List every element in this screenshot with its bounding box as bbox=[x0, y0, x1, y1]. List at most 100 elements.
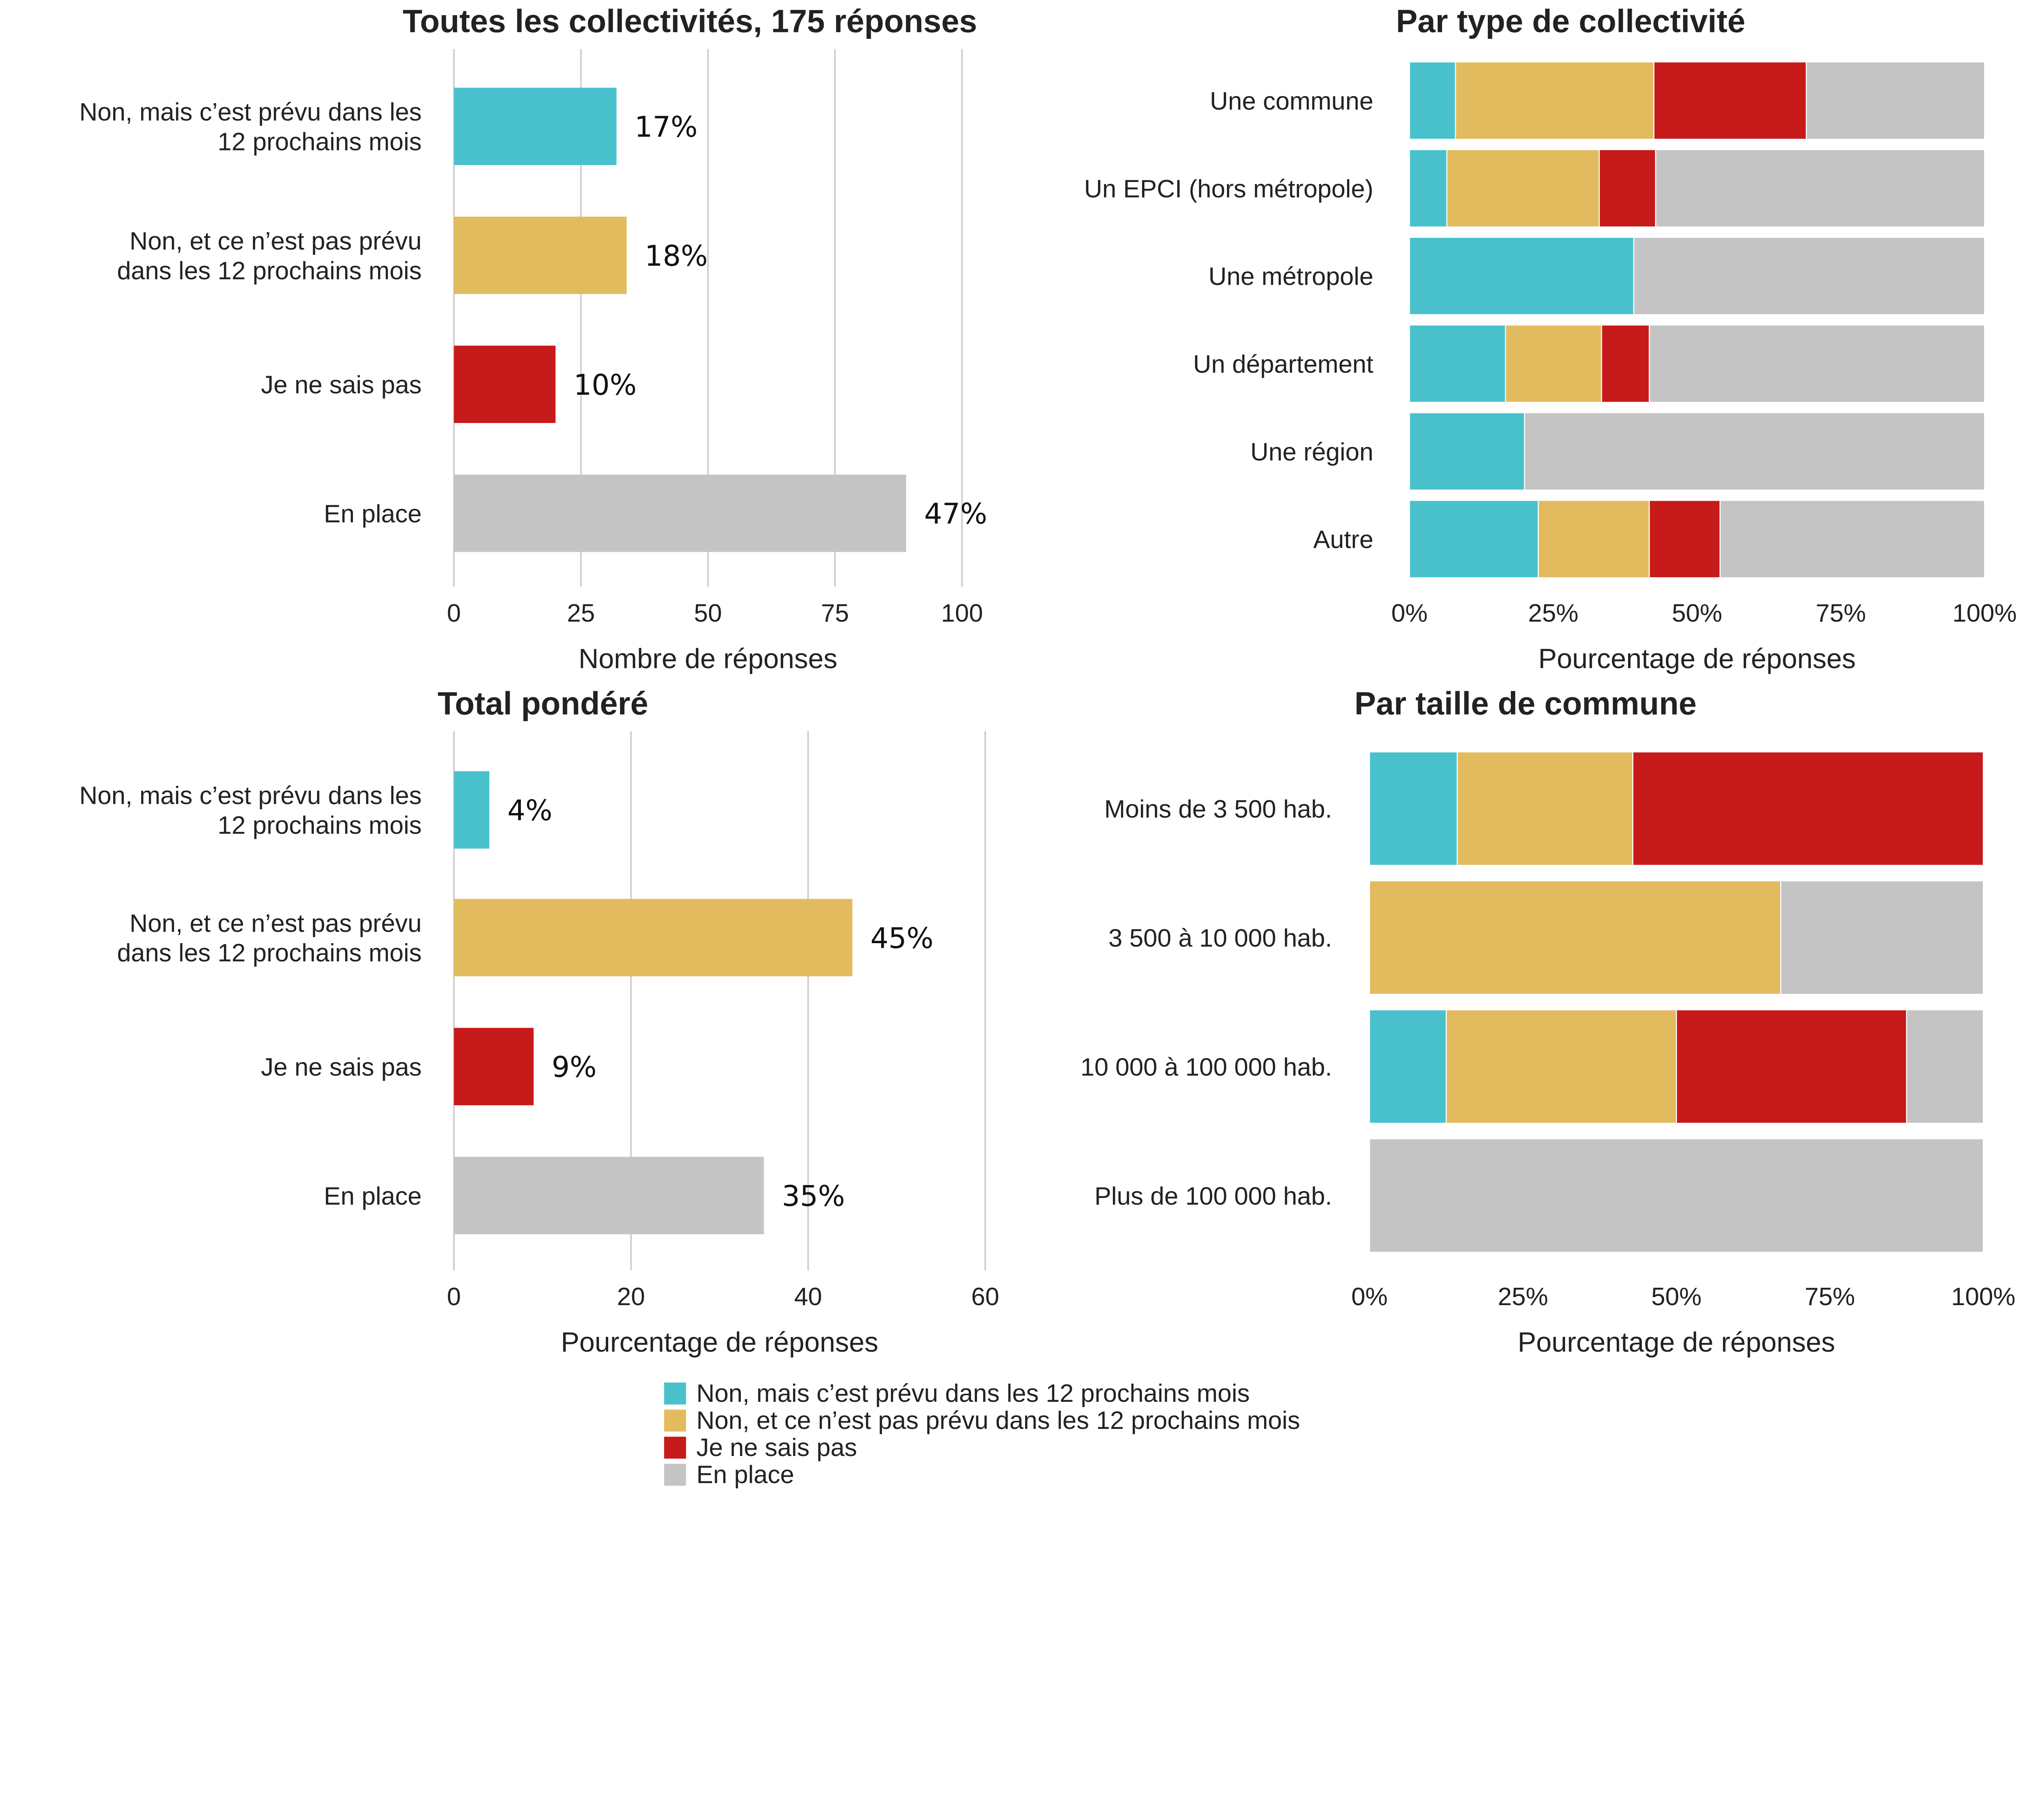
panel-1: Toutes les collectivités, 175 réponses 0 2… bbox=[79, 3, 987, 674]
x-tick-label: 100% bbox=[1951, 1283, 2016, 1311]
bar bbox=[454, 771, 490, 849]
bar-segment bbox=[1720, 499, 1985, 578]
panel-2: Par type de collectivité 0% 25% 50% 75% 100% P… bbox=[1084, 3, 2017, 674]
x-tick-label: 75% bbox=[1805, 1283, 1855, 1311]
x-tick-label: 0 bbox=[447, 1283, 461, 1311]
category-label: Un EPCI (hors métropole) bbox=[1084, 175, 1373, 203]
bar-segment bbox=[1457, 751, 1633, 866]
category-label: Moins de 3 500 hab. bbox=[1104, 796, 1332, 823]
chart-title: Par taille de commune bbox=[1354, 686, 1696, 722]
category-label-line: Moins de 3 500 hab. bbox=[1104, 796, 1332, 823]
legend-swatch bbox=[664, 1464, 686, 1486]
chart-title: Toutes les collectivités, 175 réponses bbox=[403, 3, 977, 39]
bar bbox=[454, 87, 617, 165]
bar-segment bbox=[1649, 324, 1985, 403]
category-label-line: Une métropole bbox=[1208, 263, 1373, 291]
x-tick-label: 75% bbox=[1816, 599, 1866, 627]
bar-segment bbox=[1446, 149, 1600, 228]
x-tick-label: 50% bbox=[1651, 1283, 1701, 1311]
category-label: 3 500 à 10 000 hab. bbox=[1108, 925, 1332, 952]
bar-segment bbox=[1369, 751, 1458, 866]
x-tick-label: 0 bbox=[447, 599, 461, 627]
bar bbox=[454, 1157, 764, 1234]
figure: Toutes les collectivités, 175 réponses 0 2… bbox=[79, 3, 2017, 1489]
category-label-line: Non, mais c’est prévu dans les bbox=[79, 782, 422, 810]
category-label-line: En place bbox=[324, 1182, 422, 1210]
x-tick-label: 0% bbox=[1391, 599, 1428, 627]
bar-segment bbox=[1455, 61, 1655, 140]
bar-segment bbox=[1409, 324, 1506, 403]
data-label: 9% bbox=[552, 1051, 596, 1084]
category-label: Une commune bbox=[1210, 87, 1373, 115]
bar-segment bbox=[1599, 149, 1656, 228]
data-label: 18% bbox=[645, 239, 708, 273]
category-label: Non, et ce n’est pas prévu dans les 12 pr… bbox=[117, 227, 421, 285]
category-label-line: dans les 12 prochains mois bbox=[117, 257, 421, 285]
bar-segment bbox=[1780, 880, 1984, 995]
panel-3: Total pondéré 0 20 40 60 Pourcentage de répon… bbox=[79, 686, 999, 1358]
data-label: 4% bbox=[508, 794, 552, 827]
legend-swatch bbox=[664, 1382, 686, 1405]
category-label: Non, et ce n’est pas prévu dans les 12 pr… bbox=[117, 910, 421, 967]
data-label: 47% bbox=[924, 497, 987, 531]
category-label-line: 10 000 à 100 000 hab. bbox=[1081, 1053, 1332, 1081]
category-label-line: Une région bbox=[1250, 438, 1373, 466]
bar-segment bbox=[1632, 751, 1984, 866]
bar-segment bbox=[1601, 324, 1650, 403]
x-tick-label: 50% bbox=[1672, 599, 1722, 627]
data-label: 17% bbox=[635, 110, 698, 144]
chart-figure: Toutes les collectivités, 175 réponses 0 2… bbox=[79, 3, 2017, 1489]
category-label: Non, mais c’est prévu dans les 12 prochai… bbox=[79, 782, 422, 839]
category-label: Plus de 100 000 hab. bbox=[1094, 1182, 1332, 1210]
bar-segment bbox=[1369, 880, 1781, 995]
category-label: 10 000 à 100 000 hab. bbox=[1081, 1053, 1332, 1081]
category-label-line: En place bbox=[324, 500, 422, 528]
legend-swatch bbox=[664, 1409, 686, 1432]
x-tick-label: 60 bbox=[971, 1283, 999, 1311]
x-tick-label: 75 bbox=[821, 599, 849, 627]
x-tick-label: 40 bbox=[794, 1283, 822, 1311]
x-axis-label: Pourcentage de réponses bbox=[1518, 1327, 1835, 1358]
legend: Non, mais c’est prévu dans les 12 procha… bbox=[664, 1380, 1300, 1489]
chart-title: Total pondéré bbox=[438, 686, 648, 722]
bar-segment bbox=[1906, 1009, 1984, 1124]
bar-segment bbox=[1445, 1009, 1677, 1124]
x-axis-label: Nombre de réponses bbox=[579, 643, 838, 674]
category-label: Je ne sais pas bbox=[261, 371, 421, 399]
category-label: En place bbox=[324, 1182, 422, 1210]
category-label: Un département bbox=[1193, 351, 1373, 379]
category-label: Une métropole bbox=[1208, 263, 1373, 291]
legend-label: Non, et ce n’est pas prévu dans les 12 p… bbox=[696, 1407, 1300, 1435]
category-label-line: Autre bbox=[1313, 526, 1373, 554]
data-label: 45% bbox=[870, 922, 933, 955]
bar bbox=[454, 345, 556, 423]
bar-segment bbox=[1505, 324, 1602, 403]
category-label-line: dans les 12 prochains mois bbox=[117, 939, 421, 967]
category-label-line: Non, et ce n’est pas prévu bbox=[129, 910, 421, 938]
x-tick-label: 100% bbox=[1952, 599, 2017, 627]
category-label-line: 12 prochains mois bbox=[218, 128, 422, 156]
bar-segment bbox=[1655, 149, 1985, 228]
bar-segment bbox=[1369, 1138, 1984, 1253]
legend-label: En place bbox=[696, 1461, 794, 1489]
bar-segment bbox=[1538, 499, 1650, 578]
x-tick-label: 0% bbox=[1352, 1283, 1388, 1311]
bar bbox=[454, 474, 906, 552]
x-axis-label: Pourcentage de réponses bbox=[1538, 643, 1856, 674]
x-tick-label: 25% bbox=[1528, 599, 1578, 627]
bar-segment bbox=[1409, 412, 1525, 491]
x-tick-label: 20 bbox=[617, 1283, 645, 1311]
legend-label: Non, mais c’est prévu dans les 12 procha… bbox=[696, 1380, 1250, 1407]
data-label: 35% bbox=[782, 1180, 845, 1213]
bar-segment bbox=[1409, 499, 1539, 578]
category-label-line: Un département bbox=[1193, 351, 1373, 379]
bar-segment bbox=[1653, 61, 1807, 140]
category-label: Non, mais c’est prévu dans les 12 prochai… bbox=[79, 98, 422, 156]
panel-4: Par taille de commune 0% 25% 50% 75% 100% Pour… bbox=[1081, 686, 2016, 1358]
x-tick-label: 25% bbox=[1498, 1283, 1548, 1311]
bar-segment bbox=[1524, 412, 1985, 491]
category-label-line: Plus de 100 000 hab. bbox=[1094, 1182, 1332, 1210]
bar-segment bbox=[1409, 61, 1456, 140]
legend-swatch bbox=[664, 1437, 686, 1459]
x-axis-label: Pourcentage de réponses bbox=[561, 1327, 878, 1358]
